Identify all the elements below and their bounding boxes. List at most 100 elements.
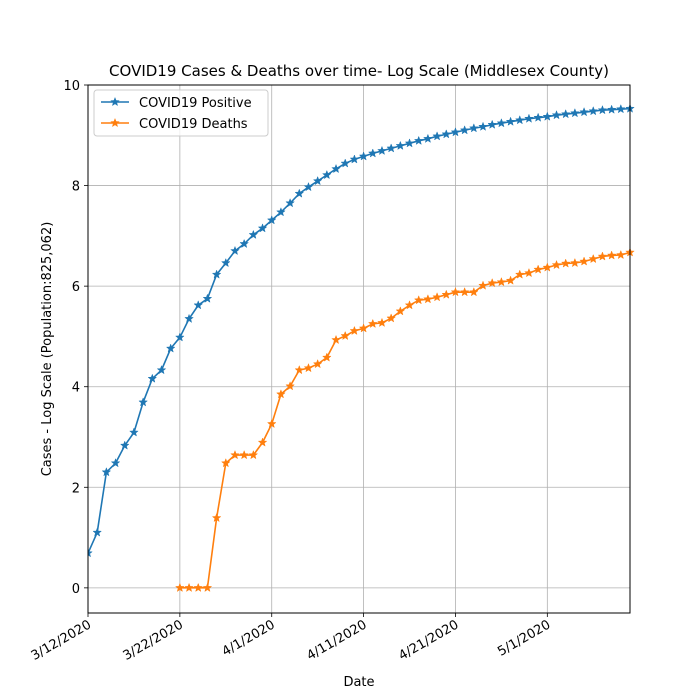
data-point <box>211 269 222 279</box>
data-point <box>294 188 305 198</box>
y-tick-label: 0 <box>72 582 80 597</box>
data-point <box>432 131 442 141</box>
data-point <box>496 277 507 287</box>
data-point <box>358 151 369 161</box>
data-point <box>514 269 525 279</box>
data-point <box>588 253 599 264</box>
legend-box <box>93 89 269 137</box>
data-point <box>294 365 305 375</box>
data-point <box>101 467 112 477</box>
x-axis: 3/12/2020 3/22/2020 4/1/2020 4/11/2020 4/21/… <box>29 613 553 664</box>
data-point <box>285 198 295 208</box>
y-tick-label: 6 <box>72 280 80 295</box>
data-point <box>321 352 332 362</box>
data-point <box>220 257 231 268</box>
data-point <box>92 527 103 537</box>
data-point <box>514 115 525 125</box>
data-point <box>340 330 351 341</box>
data-point <box>551 110 562 120</box>
data-point <box>88 548 93 558</box>
data-point <box>248 229 259 239</box>
data-point <box>202 293 213 303</box>
data-point <box>349 325 360 336</box>
data-point <box>175 582 185 592</box>
data-point <box>459 125 470 135</box>
data-point <box>423 294 433 304</box>
chart-title: COVID19 Cases & Deaths over time- Log Sc… <box>109 62 609 80</box>
data-point <box>579 107 589 117</box>
data-point <box>524 267 534 278</box>
data-point <box>404 138 415 148</box>
x-tick-label: 5/1/2020 <box>495 617 553 659</box>
data-point <box>588 106 599 116</box>
data-point <box>156 365 167 375</box>
data-point <box>165 343 176 353</box>
data-point <box>570 257 580 268</box>
data-point <box>377 145 387 156</box>
x-axis-label: Date <box>343 675 374 690</box>
data-point <box>560 258 571 268</box>
x-tick-label: 4/21/2020 <box>396 617 461 663</box>
y-tick-label: 4 <box>72 381 80 396</box>
plot-area <box>88 103 635 592</box>
data-point <box>615 249 626 260</box>
data-point <box>496 118 507 128</box>
y-axis-label: Cases - Log Scale (Population:825,062) <box>40 222 55 477</box>
data-point <box>579 256 589 266</box>
data-point <box>597 251 608 261</box>
data-point <box>570 108 580 118</box>
data-point <box>367 318 378 328</box>
data-point <box>230 449 240 460</box>
data-point <box>386 143 397 153</box>
data-point <box>505 116 516 126</box>
y-tick-label: 10 <box>63 79 80 94</box>
data-point <box>220 458 231 468</box>
data-point <box>533 112 543 122</box>
legend: COVID19 Positive COVID19 Deaths <box>93 89 269 137</box>
data-point <box>468 287 479 297</box>
data-point <box>441 129 452 139</box>
data-point <box>248 449 259 460</box>
data-point <box>266 215 277 225</box>
data-point <box>404 300 415 310</box>
data-point <box>413 295 424 305</box>
data-point <box>312 358 323 369</box>
data-point <box>257 437 268 447</box>
data-point <box>211 512 222 523</box>
data-point <box>119 440 130 450</box>
data-point <box>175 332 185 342</box>
data-point <box>312 175 323 186</box>
data-point <box>533 264 543 274</box>
y-tick-label: 2 <box>72 481 80 496</box>
data-point <box>276 207 286 217</box>
x-tick-label: 4/1/2020 <box>220 617 278 659</box>
data-point <box>147 373 158 383</box>
data-point <box>257 223 268 233</box>
data-point <box>459 287 470 297</box>
data-point <box>432 292 442 302</box>
data-point <box>560 109 571 119</box>
data-point <box>450 127 461 137</box>
legend-label: COVID19 Positive <box>139 96 252 111</box>
data-point <box>551 259 562 270</box>
data-point <box>606 250 617 260</box>
data-point <box>487 119 498 129</box>
data-point <box>303 181 314 192</box>
data-point <box>542 111 553 121</box>
data-point <box>395 140 406 150</box>
data-point <box>321 169 332 180</box>
plot-frame <box>87 84 631 614</box>
data-point <box>230 245 240 256</box>
data-point <box>349 154 360 164</box>
data-point <box>202 582 213 592</box>
legend-marker <box>110 117 120 128</box>
data-point <box>184 313 194 323</box>
data-point <box>138 397 148 407</box>
data-point <box>441 289 452 299</box>
legend-marker <box>110 96 120 107</box>
data-point <box>193 300 204 310</box>
data-point <box>413 135 424 145</box>
data-point <box>276 389 286 399</box>
data-point <box>110 458 121 468</box>
data-point <box>303 362 314 373</box>
